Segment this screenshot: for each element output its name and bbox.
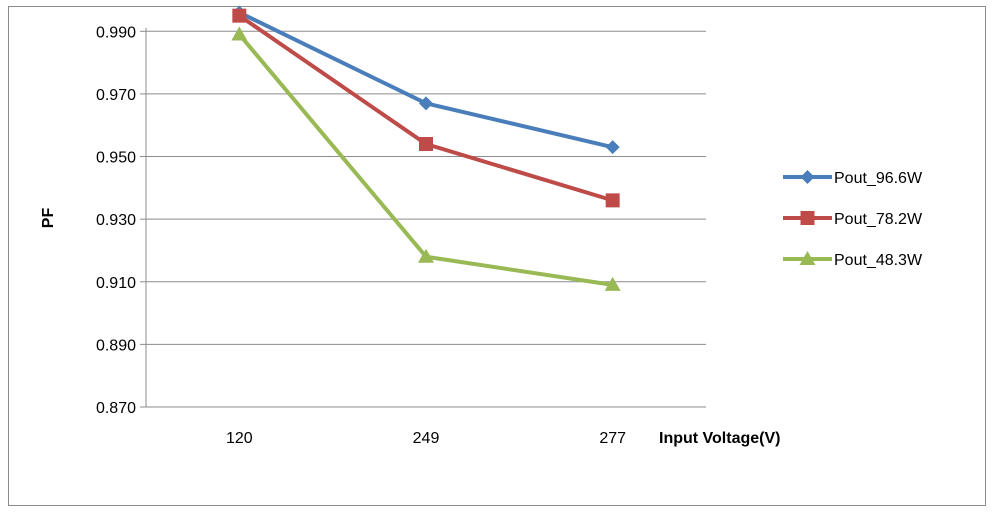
y-tick-label: 0.950 bbox=[96, 150, 136, 167]
y-tick-labels: 0.870 0.890 0.910 0.930 0.950 0.970 0.990 bbox=[96, 24, 136, 417]
x-axis-title: Input Voltage(V) bbox=[659, 430, 780, 447]
series-line bbox=[238, 10, 614, 150]
data-point-triangle bbox=[418, 248, 434, 263]
y-axis-title: PF bbox=[40, 208, 57, 229]
x-tick-labels: 120 249 277 bbox=[226, 430, 626, 447]
x-tick-label: 277 bbox=[599, 430, 626, 447]
data-point-diamond bbox=[605, 140, 620, 155]
gridlines bbox=[140, 30, 706, 408]
legend-label: Pout_48.3W bbox=[834, 252, 923, 269]
y-tick-label: 0.990 bbox=[96, 24, 136, 41]
data-point-triangle bbox=[604, 276, 621, 291]
data-point-triangle bbox=[231, 26, 248, 41]
data-point-diamond bbox=[419, 96, 433, 111]
x-tick-label: 249 bbox=[413, 430, 440, 447]
legend: Pout_96.6W Pout_78.2W Pout_48.3W bbox=[783, 170, 923, 269]
data-point-square bbox=[605, 193, 620, 208]
data-point-square bbox=[232, 8, 247, 23]
legend-label: Pout_78.2W bbox=[834, 211, 923, 228]
y-tick-label: 0.870 bbox=[96, 400, 136, 417]
data-point-square bbox=[800, 211, 815, 225]
y-tick-label: 0.910 bbox=[96, 275, 136, 292]
axes bbox=[145, 28, 706, 408]
data-point-square bbox=[419, 137, 433, 152]
y-tick-label: 0.970 bbox=[96, 87, 136, 104]
y-tick-label: 0.890 bbox=[96, 337, 136, 354]
series-lines bbox=[231, 5, 621, 291]
y-tick-label: 0.930 bbox=[96, 212, 136, 229]
chart-frame bbox=[8, 6, 986, 506]
data-point-triangle bbox=[799, 251, 816, 265]
series-line bbox=[237, 33, 613, 287]
legend-label: Pout_96.6W bbox=[834, 170, 923, 187]
x-tick-label: 120 bbox=[226, 430, 253, 447]
data-point-diamond bbox=[800, 170, 815, 184]
